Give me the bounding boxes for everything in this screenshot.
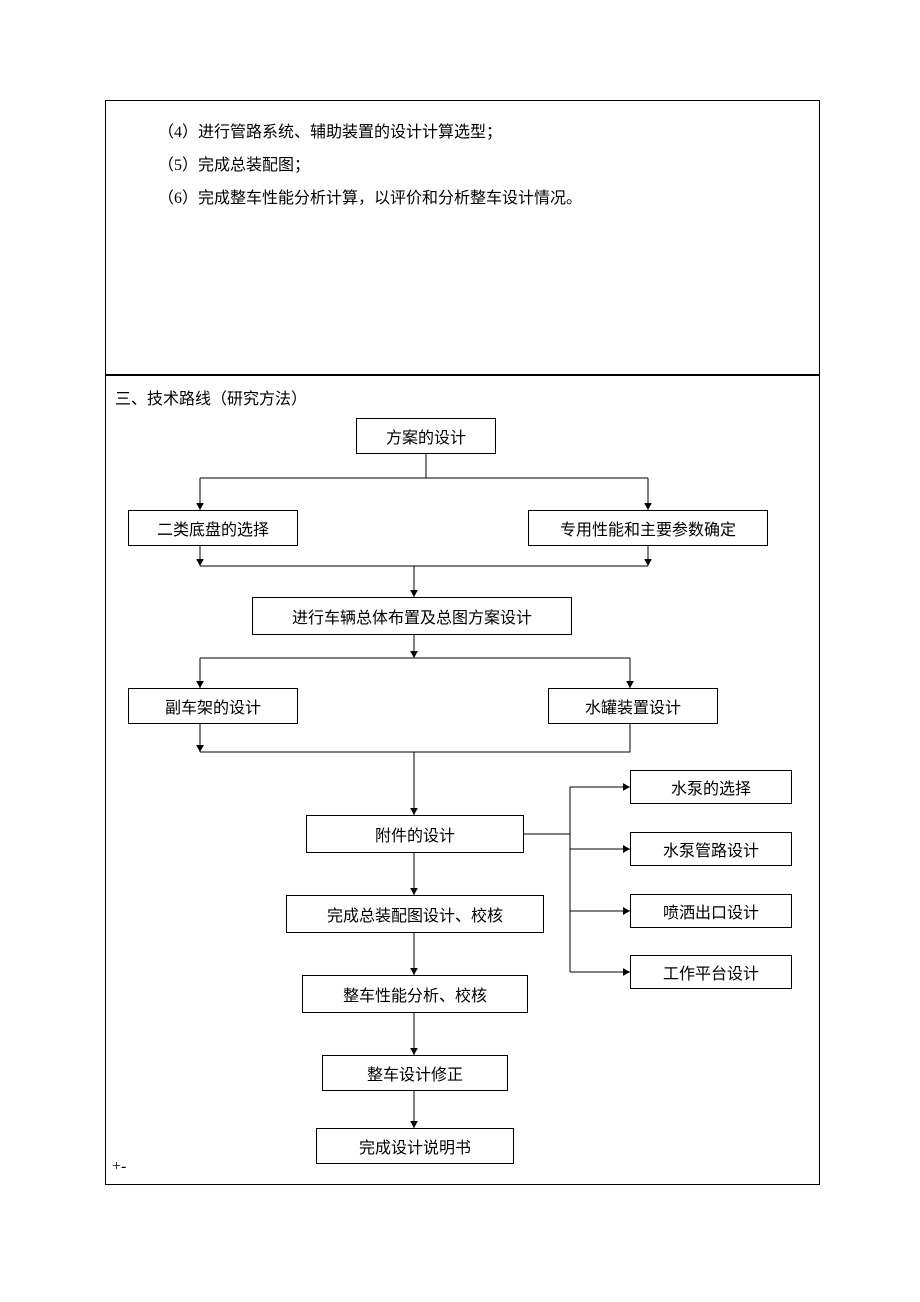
bullet-line-6: （6）完成整车性能分析计算，以评价和分析整车设计情况。 [158, 184, 582, 208]
node-assembly-drawing: 完成总装配图设计、校核 [286, 895, 544, 933]
node-spray-outlet: 喷洒出口设计 [630, 894, 792, 928]
node-performance-analysis: 整车性能分析、校核 [302, 975, 528, 1013]
node-tank-design: 水罐装置设计 [548, 688, 718, 724]
node-chassis-select: 二类底盘的选择 [128, 510, 298, 546]
node-accessory-design: 附件的设计 [306, 815, 524, 853]
footer-mark: +- [112, 1158, 126, 1176]
node-pump-pipe: 水泵管路设计 [630, 832, 792, 866]
node-pump-select: 水泵的选择 [630, 770, 792, 804]
node-overall-layout: 进行车辆总体布置及总图方案设计 [252, 597, 572, 635]
node-design-revise: 整车设计修正 [322, 1055, 508, 1091]
node-design-spec: 完成设计说明书 [316, 1128, 514, 1164]
page: （4）进行管路系统、辅助装置的设计计算选型； （5）完成总装配图； （6）完成整… [0, 0, 920, 1302]
node-subframe-design: 副车架的设计 [128, 688, 298, 724]
node-platform-design: 工作平台设计 [630, 955, 792, 989]
bullet-line-4: （4）进行管路系统、辅助装置的设计计算选型； [158, 118, 502, 142]
node-performance-params: 专用性能和主要参数确定 [528, 510, 768, 546]
section-title: 三、技术路线（研究方法） [115, 385, 307, 409]
node-scheme-design: 方案的设计 [356, 418, 496, 454]
bullet-line-5: （5）完成总装配图； [158, 151, 310, 175]
